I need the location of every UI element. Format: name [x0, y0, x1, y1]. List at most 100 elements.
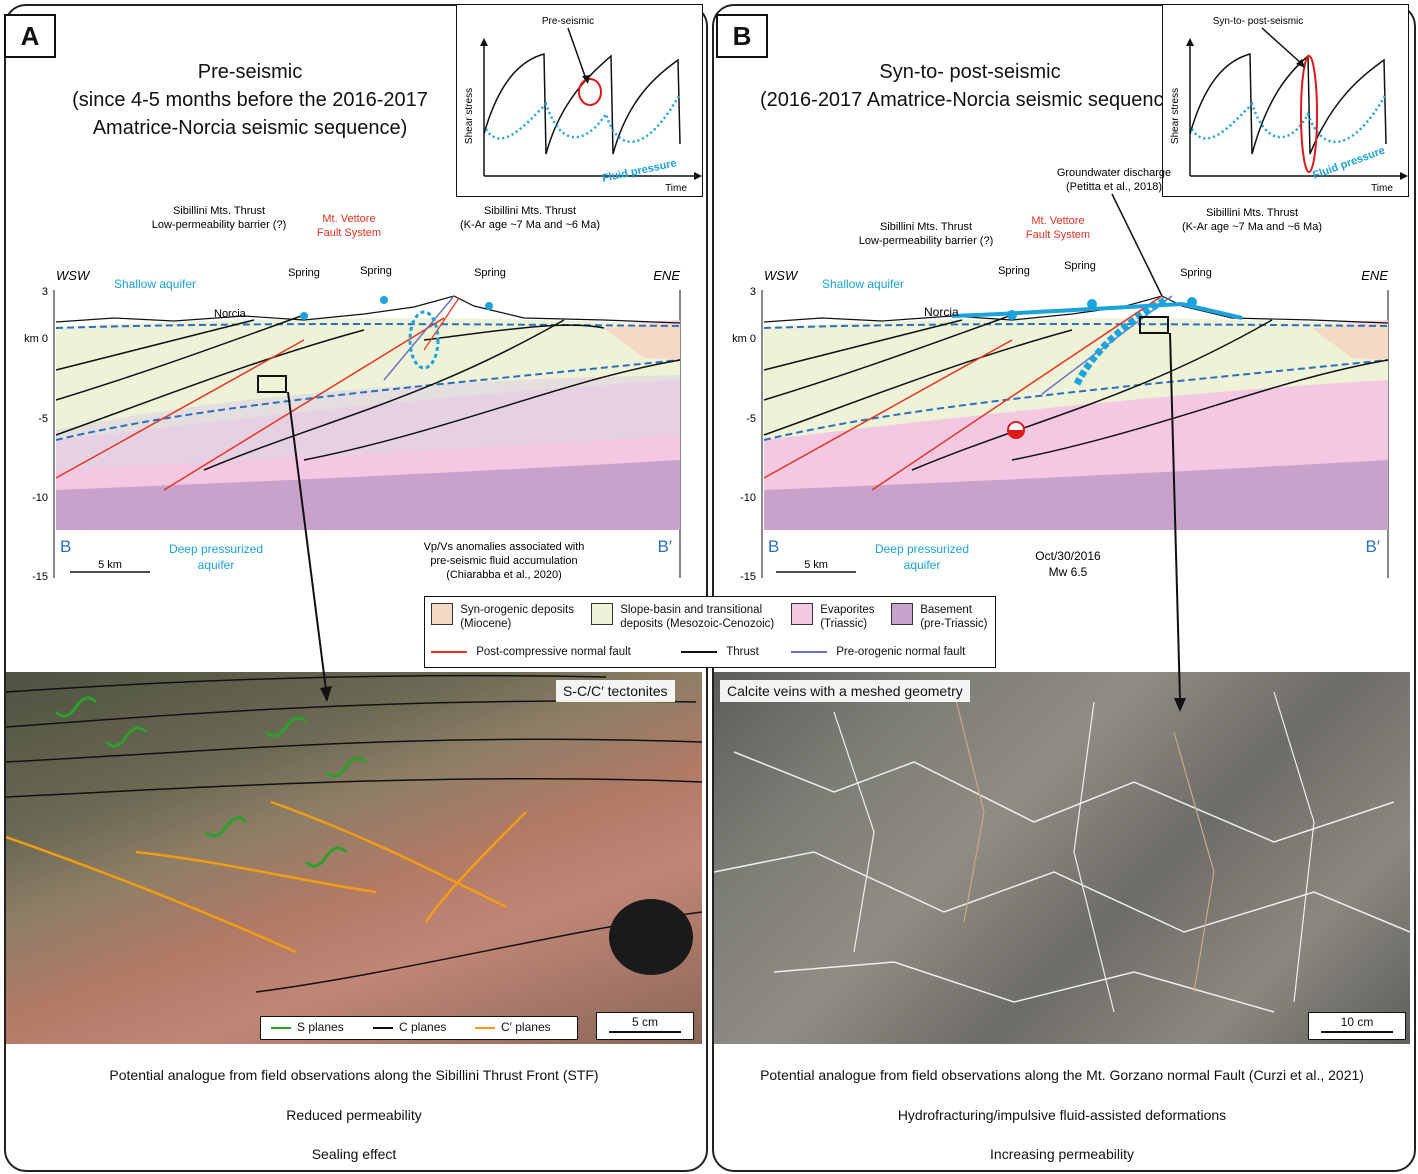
- panel-b-scale: 5 km: [804, 559, 828, 571]
- panel-a-photo-overlay: [6, 674, 702, 993]
- panel-a-photo: [6, 672, 702, 1044]
- legend-unit-1-line2: (Miocene): [460, 618, 512, 630]
- legend-unit-3-line2: (Triassic): [820, 618, 868, 630]
- panel-a-photo-tag: S-C/C′ tectonites: [556, 680, 675, 702]
- panel-b-thrust-age-1: Sibillini Mts. Thrust: [1206, 207, 1298, 219]
- panel-a-inset-chart: Shear stress Time Fluid pressure Pre-sei…: [456, 4, 703, 197]
- panel-b-caption-2: Hydrofracturing/impulsive fluid-assisted…: [897, 1107, 1227, 1123]
- panel-a-ene: ENE: [653, 268, 680, 283]
- panel-b-depth-tick-15: -15: [740, 571, 756, 583]
- legend-line-2-label: Thrust: [726, 646, 759, 658]
- panel-b-depth-tick-0: km 0: [732, 333, 756, 345]
- legend-line-1: Post-compressive normal fault: [431, 645, 631, 659]
- panel-b-photo-scale: 10 cm: [1308, 1012, 1406, 1040]
- panel-a-caption-3: Sealing effect: [311, 1146, 397, 1162]
- legend-unit-2: Slope-basin and transitional deposits (M…: [591, 603, 774, 631]
- panel-a-title: Pre-seismic (since 4-5 months before the…: [50, 58, 450, 142]
- legend-unit-4-line2: (pre-Triassic): [920, 618, 988, 630]
- panel-b-photo-veins: [714, 691, 1410, 1013]
- panel-a-legend-c: C planes: [399, 1020, 447, 1034]
- panel-b-spring-3: Spring: [1180, 267, 1212, 279]
- panel-a-b-right: B′: [657, 537, 672, 556]
- panel-b-deep-aquifer-2: aquifer: [904, 558, 941, 572]
- panel-a-inset-xlabel: Time: [665, 183, 687, 194]
- panel-b-groundwater-2: (Petitta et al., 2018): [1066, 181, 1162, 193]
- panel-a-depth-tick-10: -10: [32, 492, 48, 504]
- panel-b-inset-ylabel: Shear stress: [1170, 88, 1181, 144]
- legend-unit-4: Basement (pre-Triassic): [891, 603, 988, 631]
- panel-b-spring-1: Spring: [998, 265, 1030, 277]
- panel-a-deep-aquifer-1: Deep pressurized: [169, 542, 263, 556]
- panel-a-norcia: Norcia: [214, 308, 247, 320]
- panel-a-b-left: B: [60, 537, 71, 556]
- panel-a-spring-2: Spring: [360, 265, 392, 277]
- panel-b-geology: [763, 295, 1389, 530]
- panel-a-depth-tick-15: -15: [32, 571, 48, 583]
- panel-a-inset-ylabel: Shear stress: [464, 88, 475, 144]
- panel-b-spring-2: Spring: [1064, 260, 1096, 272]
- panel-a-vettore-2: Fault System: [317, 227, 381, 239]
- legend-swatch-1: [431, 603, 453, 625]
- panel-a-thrust-age-1: Sibillini Mts. Thrust: [484, 205, 576, 217]
- panel-b-inset-xlabel: Time: [1371, 183, 1393, 194]
- legend-swatch-2: [591, 603, 613, 625]
- panel-b-vettore-2: Fault System: [1026, 229, 1090, 241]
- panel-b-depth-tick-10: -10: [740, 492, 756, 504]
- legend-unit-3: Evaporites (Triassic): [791, 603, 875, 631]
- panel-b-inset-chart: Shear stress Time Fluid pressure Syn-to-…: [1162, 4, 1409, 197]
- panel-a-scale: 5 km: [98, 559, 122, 571]
- panel-b-event-1: Oct/30/2016: [1035, 549, 1101, 563]
- unit-legend: Syn-orogenic deposits (Miocene) Slope-ba…: [424, 596, 996, 668]
- panel-b-frame: [712, 4, 1416, 1172]
- panel-a-title-line3: Amatrice-Norcia seismic sequence): [92, 117, 408, 139]
- legend-swatch-4: [891, 603, 913, 625]
- legend-line-2: Thrust: [681, 645, 759, 659]
- panel-b-cross-section: Groundwater discharge (Petitta et al., 2…: [732, 167, 1389, 583]
- panel-a-vpvs-1: Vp/Vs anomalies associated with: [424, 541, 585, 553]
- panel-a-inset-callout: Pre-seismic: [542, 16, 594, 27]
- panel-a-thrust-note-2: Low-permeability barrier (?): [152, 219, 287, 231]
- panel-a-caption-2: Reduced permeability: [286, 1107, 422, 1123]
- panel-b-photo: [714, 672, 1410, 1044]
- legend-unit-2-line2: deposits (Mesozoic-Cenozoic): [620, 618, 775, 630]
- panel-a-cross-section: 3 km 0 -5 -10 -15: [24, 205, 681, 583]
- panel-b-thrust-note-2: Low-permeability barrier (?): [859, 235, 994, 247]
- panel-b-deep-aquifer-1: Deep pressurized: [875, 542, 969, 556]
- panel-a-frame: [4, 4, 708, 1172]
- panel-b-title: Syn-to- post-seismic (2016-2017 Amatrice…: [760, 58, 1181, 114]
- legend-unit-1: Syn-orogenic deposits (Miocene): [431, 603, 574, 631]
- panel-b-caption-1: Potential analogue from field observatio…: [760, 1067, 1364, 1083]
- panel-b-thrust-age-2: (K-Ar age ~7 Ma and ~6 Ma): [1182, 221, 1322, 233]
- panel-b-b-left: B: [768, 537, 779, 556]
- panel-a-spring-1: Spring: [288, 267, 320, 279]
- legend-line-1-swatch: [431, 650, 467, 653]
- panel-b-groundwater-1: Groundwater discharge: [1057, 167, 1171, 179]
- panel-b-title-line1: Syn-to- post-seismic: [879, 61, 1061, 83]
- panel-a-deep-aquifer-2: aquifer: [198, 558, 235, 572]
- panel-a-thrust-note-1: Sibillini Mts. Thrust: [173, 205, 265, 217]
- panel-b-vettore-1: Mt. Vettore: [1031, 215, 1084, 227]
- panel-a-caption: Potential analogue from field observatio…: [4, 1060, 704, 1174]
- legend-unit-4-line1: Basement: [920, 604, 972, 616]
- panel-a-depth-tick-0: km 0: [24, 333, 48, 345]
- panel-a-caption-1: Potential analogue from field observatio…: [109, 1067, 599, 1083]
- legend-line-1-label: Post-compressive normal fault: [476, 646, 631, 658]
- panel-a-inset-highlight: [578, 78, 602, 106]
- panel-b-inset-stress-curve: [1189, 53, 1387, 155]
- panel-a-shallow-aquifer: Shallow aquifer: [114, 277, 196, 291]
- panel-a-depth-tick-3: 3: [42, 286, 48, 298]
- panel-a-title-line2: (since 4-5 months before the 2016-2017: [72, 89, 428, 111]
- panel-b-depth-tick-5: -5: [746, 413, 756, 425]
- panel-b-caption-3: Increasing permeability: [990, 1146, 1134, 1162]
- panel-a-spring-3: Spring: [474, 267, 506, 279]
- panel-b-event-2: Mw 6.5: [1049, 565, 1088, 579]
- legend-unit-3-line1: Evaporites: [820, 604, 875, 616]
- panel-b-inset-highlight: [1300, 55, 1318, 173]
- panel-b-photo-scale-label: 10 cm: [1340, 1015, 1374, 1029]
- legend-unit-2-line1: Slope-basin and transitional: [620, 604, 763, 616]
- legend-unit-1-line1: Syn-orogenic deposits: [460, 604, 574, 616]
- panel-b-shallow-aquifer: Shallow aquifer: [822, 277, 904, 291]
- panel-b-depth-tick-3: 3: [750, 286, 756, 298]
- legend-line-2-swatch: [681, 650, 717, 653]
